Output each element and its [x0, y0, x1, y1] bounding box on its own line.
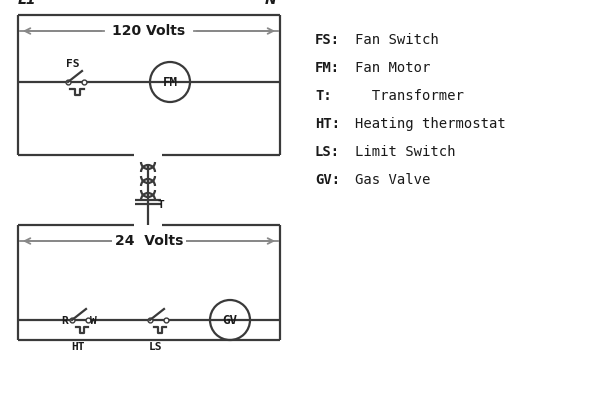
Text: Limit Switch: Limit Switch	[355, 145, 455, 159]
Text: 24  Volts: 24 Volts	[115, 234, 183, 248]
Text: HT:: HT:	[315, 117, 340, 131]
Text: FM: FM	[162, 76, 178, 88]
Text: FM:: FM:	[315, 61, 340, 75]
Text: 120 Volts: 120 Volts	[113, 24, 186, 38]
Text: FS: FS	[66, 59, 80, 69]
Text: Fan Switch: Fan Switch	[355, 33, 439, 47]
Text: GV:: GV:	[315, 173, 340, 187]
Text: Gas Valve: Gas Valve	[355, 173, 430, 187]
Text: GV: GV	[222, 314, 238, 326]
Text: T: T	[158, 200, 165, 210]
Text: Heating thermostat: Heating thermostat	[355, 117, 506, 131]
Text: Fan Motor: Fan Motor	[355, 61, 430, 75]
Text: T:: T:	[315, 89, 332, 103]
Text: FS:: FS:	[315, 33, 340, 47]
Text: W: W	[90, 316, 97, 326]
Text: N: N	[264, 0, 276, 7]
Text: HT: HT	[71, 342, 85, 352]
Text: Transformer: Transformer	[355, 89, 464, 103]
Text: LS: LS	[149, 342, 163, 352]
Text: L1: L1	[18, 0, 37, 7]
Text: R: R	[61, 316, 68, 326]
Text: LS:: LS:	[315, 145, 340, 159]
